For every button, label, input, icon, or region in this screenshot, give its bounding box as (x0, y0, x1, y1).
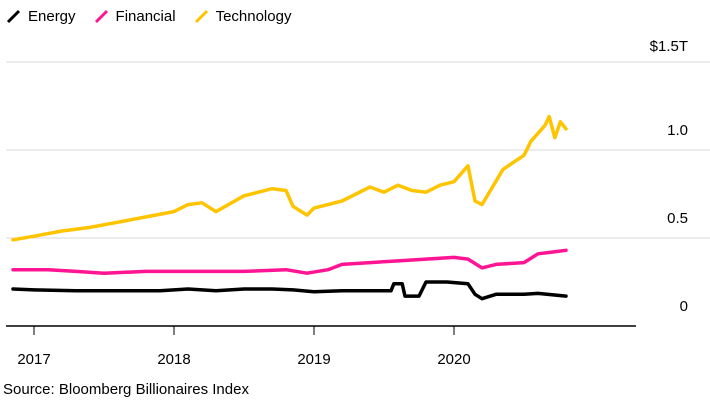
x-tick-label-1: 2018 (157, 351, 190, 368)
chart-legend: Energy Financial Technology (6, 5, 291, 27)
legend-item-financial: Financial (94, 8, 176, 25)
y-tick-label-0: 0 (680, 298, 688, 315)
y-tick-label-3: $1.5T (650, 38, 688, 55)
x-tick-label-0: 2017 (17, 351, 50, 368)
series-line-financial (11, 248, 568, 275)
y-tick-label-1: 0.5 (667, 210, 688, 227)
source-note: Source: Bloomberg Billionaires Index (3, 381, 249, 398)
legend-item-energy: Energy (6, 8, 76, 25)
legend-item-technology: Technology (194, 7, 292, 25)
legend-swatch-financial (94, 9, 109, 24)
legend-label-technology: Technology (215, 7, 292, 25)
legend-swatch-technology (194, 9, 209, 24)
x-tick-label-2: 2019 (297, 351, 330, 368)
legend-label-energy: Energy (28, 7, 76, 25)
x-tick-label-3: 2020 (437, 351, 470, 368)
series-line-energy (11, 280, 568, 301)
line-chart: 0 0.5 1.0 $1.5T 2017 2018 2019 2020 (6, 38, 710, 368)
legend-swatch-energy (6, 9, 21, 24)
series-line-technology (11, 114, 568, 242)
y-tick-label-2: 1.0 (667, 122, 688, 139)
legend-label-financial: Financial (115, 7, 176, 25)
